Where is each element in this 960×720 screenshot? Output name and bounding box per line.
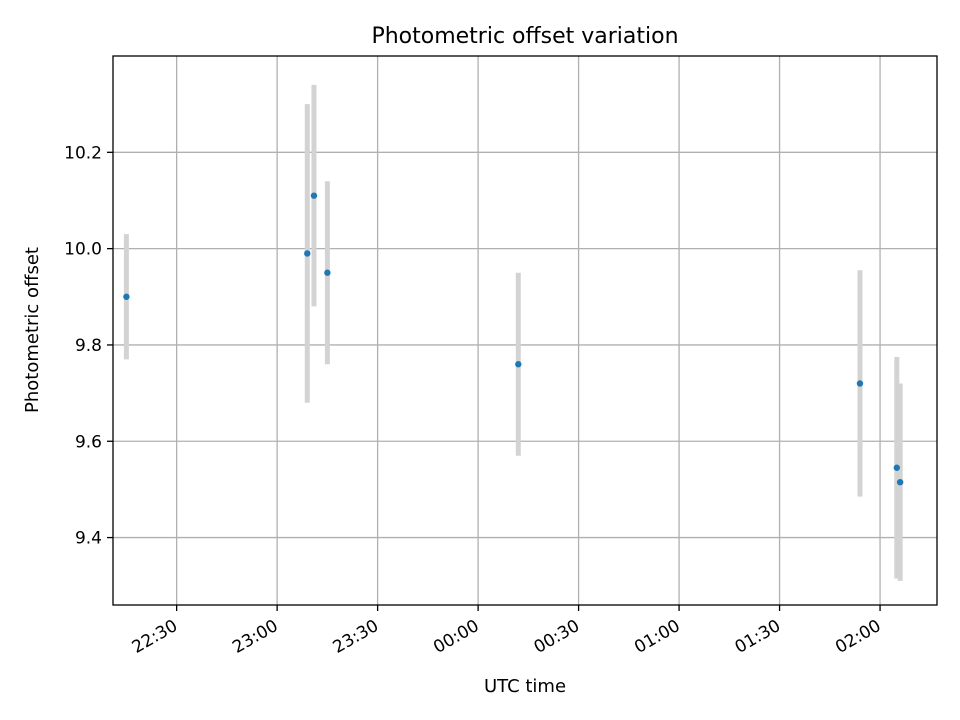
- data-point: [515, 361, 522, 368]
- plot-frame: [112, 55, 938, 606]
- data-point: [856, 380, 864, 387]
- data-points: [123, 192, 904, 486]
- data-point: [893, 464, 901, 471]
- data-point: [324, 269, 331, 276]
- grid: [113, 56, 937, 605]
- data-point: [896, 478, 904, 486]
- y-axis-ticks: 9.4 9.6 9.8 10.0 10.2: [64, 143, 113, 549]
- y-tick-label: 9.4: [75, 529, 102, 549]
- y-tick-label: 10.0: [64, 240, 102, 260]
- y-axis-label: Photometric offset: [22, 247, 43, 413]
- data-point: [304, 250, 311, 257]
- data-point: [310, 192, 318, 199]
- y-tick-label: 9.8: [75, 336, 102, 356]
- y-tick-label: 9.6: [75, 432, 102, 452]
- chart-title: Photometric offset variation: [371, 24, 678, 49]
- y-tick-label: 10.2: [64, 143, 102, 163]
- data-point: [123, 293, 130, 300]
- x-axis-label: UTC time: [484, 676, 566, 697]
